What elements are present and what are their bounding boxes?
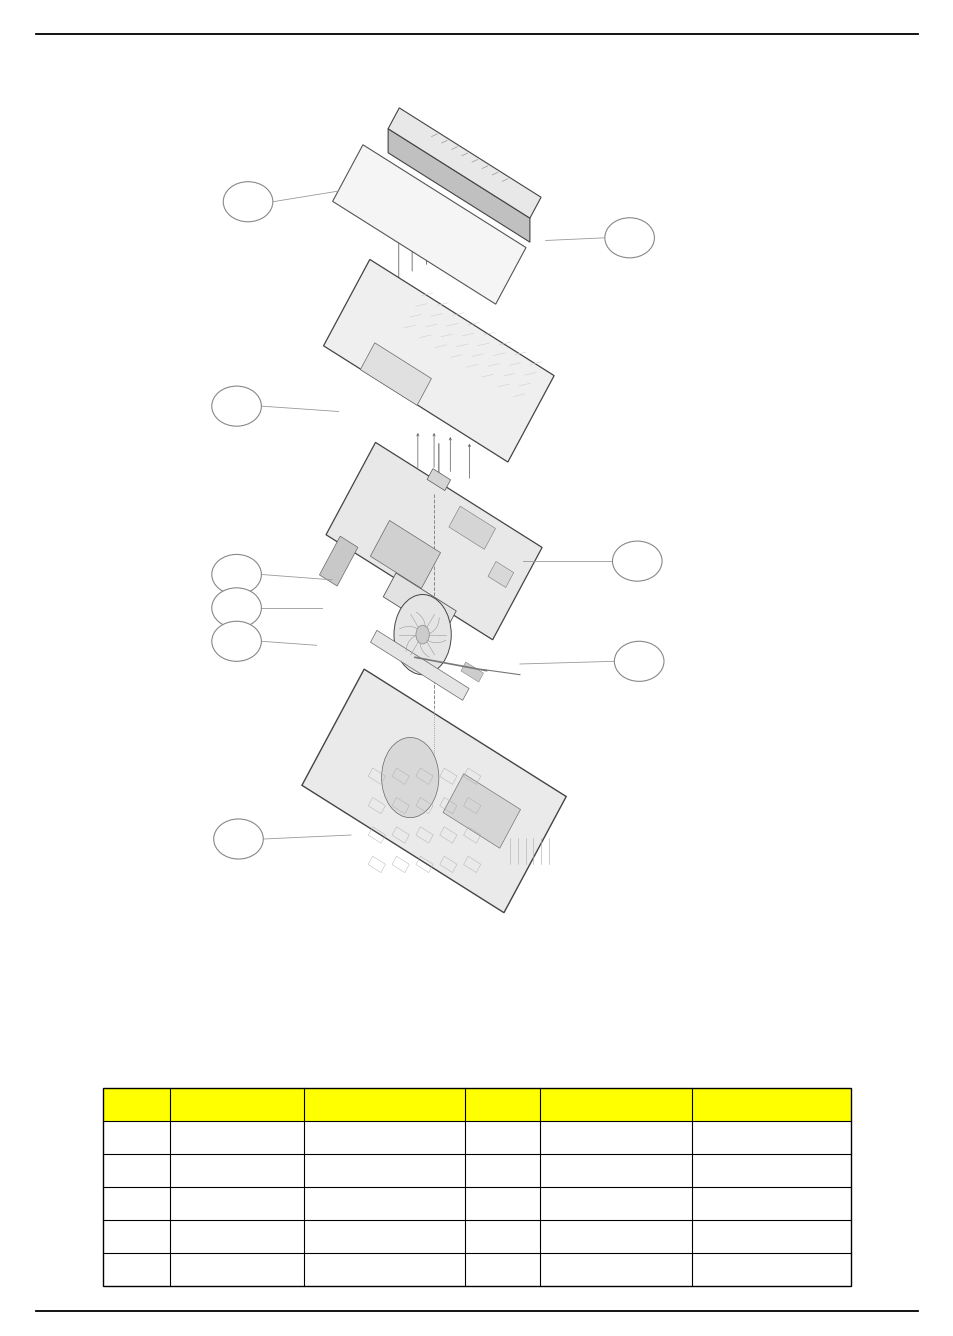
Polygon shape [427, 469, 450, 490]
Ellipse shape [612, 541, 661, 581]
Ellipse shape [213, 819, 263, 859]
Ellipse shape [212, 621, 261, 661]
Polygon shape [323, 259, 554, 462]
Ellipse shape [212, 554, 261, 595]
Circle shape [416, 625, 429, 644]
Polygon shape [326, 442, 541, 640]
Bar [103, 1088, 850, 1121]
Polygon shape [301, 669, 566, 912]
Polygon shape [370, 521, 440, 588]
Polygon shape [360, 343, 431, 405]
Ellipse shape [223, 182, 273, 222]
Polygon shape [370, 631, 469, 700]
Ellipse shape [604, 218, 654, 258]
Polygon shape [333, 144, 525, 305]
Ellipse shape [212, 386, 261, 426]
Polygon shape [460, 661, 483, 683]
Polygon shape [488, 561, 513, 588]
Circle shape [394, 595, 451, 675]
Polygon shape [388, 108, 540, 218]
Polygon shape [449, 506, 495, 549]
Bar [103, 1088, 850, 1285]
Polygon shape [319, 536, 357, 587]
Polygon shape [383, 573, 456, 635]
Circle shape [381, 737, 438, 818]
Polygon shape [388, 128, 529, 242]
Polygon shape [442, 774, 520, 848]
Ellipse shape [614, 641, 663, 681]
Ellipse shape [212, 588, 261, 628]
